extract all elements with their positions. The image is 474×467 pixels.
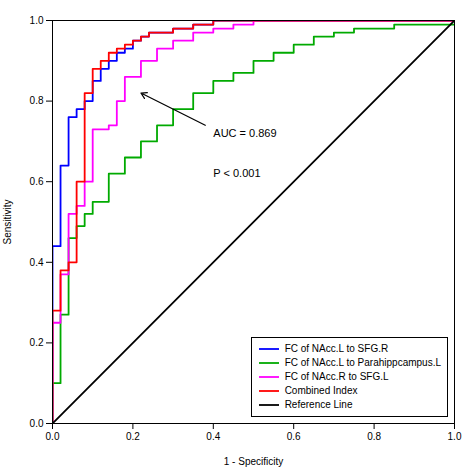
svg-text:0.2: 0.2	[30, 337, 44, 348]
html-text:FC of NAcc.L to Parahippcampus: FC of NAcc.L to Parahippcampus.L	[284, 357, 441, 368]
html-text:Reference Line: Reference Line	[284, 399, 353, 410]
svg-text:1 - Specificity: 1 - Specificity	[224, 456, 283, 467]
svg-text:0.2: 0.2	[126, 431, 140, 442]
svg-text:P < 0.001: P < 0.001	[213, 167, 260, 179]
html-text:FC of NAcc.L to SFG.R: FC of NAcc.L to SFG.R	[284, 343, 389, 354]
html-text:FC of NAcc.R to SFG.L: FC of NAcc.R to SFG.L	[284, 371, 389, 382]
svg-text:0.8: 0.8	[30, 95, 44, 106]
svg-text:1.0: 1.0	[448, 431, 462, 442]
svg-text:0.4: 0.4	[30, 257, 44, 268]
svg-text:AUC = 0.869: AUC = 0.869	[213, 127, 276, 139]
svg-text:0.8: 0.8	[367, 431, 381, 442]
svg-text:0.4: 0.4	[206, 431, 220, 442]
svg-text:0.6: 0.6	[30, 176, 44, 187]
html-text:Combined Index: Combined Index	[284, 385, 358, 396]
svg-text:0.0: 0.0	[46, 431, 60, 442]
svg-text:Sensitivity: Sensitivity	[2, 199, 13, 244]
svg-text:0.0: 0.0	[30, 418, 44, 429]
svg-text:1.0: 1.0	[30, 15, 44, 26]
svg-text:0.6: 0.6	[287, 431, 301, 442]
